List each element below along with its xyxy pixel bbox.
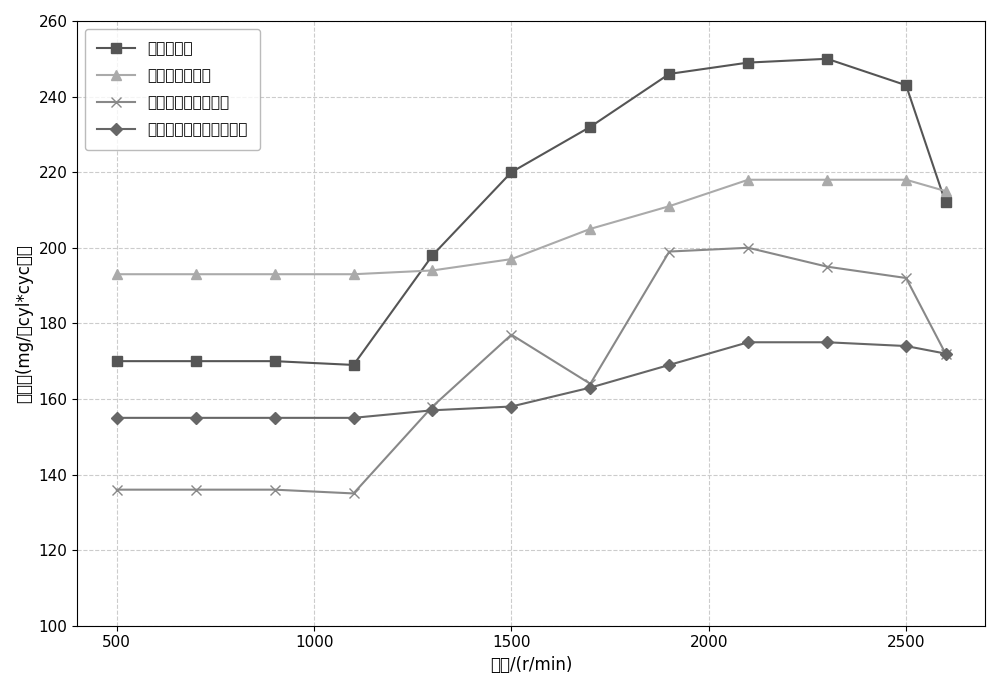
- 极限空燃比油量: [584, 225, 596, 233]
- 修正后的极限空燃比油量: [505, 402, 517, 411]
- 极限空燃比油量: [269, 270, 281, 278]
- 修正后的极限空燃比油量: [426, 406, 438, 414]
- 外特性油量: [190, 357, 202, 365]
- 修正后的极限空燃比油量: [584, 384, 596, 392]
- 修正后的外特性油量: [190, 486, 202, 494]
- 极限空燃比油量: [426, 267, 438, 275]
- 外特性油量: [742, 59, 754, 67]
- 修正后的外特性油量: [269, 486, 281, 494]
- 修正后的外特性油量: [505, 331, 517, 339]
- 外特性油量: [111, 357, 123, 365]
- 外特性油量: [821, 54, 833, 63]
- 修正后的外特性油量: [821, 263, 833, 271]
- Legend: 外特性油量, 极限空燃比油量, 修正后的外特性油量, 修正后的极限空燃比油量: 外特性油量, 极限空燃比油量, 修正后的外特性油量, 修正后的极限空燃比油量: [85, 29, 260, 150]
- 修正后的外特性油量: [900, 274, 912, 282]
- 极限空燃比油量: [663, 202, 675, 210]
- 极限空燃比油量: [111, 270, 123, 278]
- 修正后的极限空燃比油量: [111, 413, 123, 422]
- 修正后的极限空燃比油量: [821, 338, 833, 347]
- 极限空燃比油量: [190, 270, 202, 278]
- 极限空燃比油量: [900, 176, 912, 184]
- 外特性油量: [663, 70, 675, 78]
- 修正后的外特性油量: [663, 247, 675, 256]
- Line: 修正后的极限空燃比油量: 修正后的极限空燃比油量: [113, 338, 950, 422]
- 修正后的外特性油量: [426, 402, 438, 411]
- 修正后的外特性油量: [111, 486, 123, 494]
- 极限空燃比油量: [940, 187, 952, 195]
- 修正后的外特性油量: [742, 244, 754, 252]
- 极限空燃比油量: [742, 176, 754, 184]
- 外特性油量: [584, 123, 596, 131]
- 修正后的极限空燃比油量: [900, 342, 912, 350]
- 修正后的极限空燃比油量: [663, 361, 675, 369]
- Y-axis label: 油量／(mg/（cyl*cyc））: 油量／(mg/（cyl*cyc））: [15, 244, 33, 403]
- 极限空燃比油量: [348, 270, 360, 278]
- 修正后的极限空燃比油量: [190, 413, 202, 422]
- 外特性油量: [426, 251, 438, 260]
- 极限空燃比油量: [505, 255, 517, 263]
- 外特性油量: [269, 357, 281, 365]
- 修正后的外特性油量: [348, 489, 360, 497]
- 外特性油量: [505, 168, 517, 176]
- Line: 外特性油量: 外特性油量: [112, 54, 950, 370]
- 外特性油量: [348, 361, 360, 369]
- 修正后的极限空燃比油量: [348, 413, 360, 422]
- 修正后的极限空燃比油量: [940, 349, 952, 358]
- 外特性油量: [940, 198, 952, 207]
- Line: 修正后的外特性油量: 修正后的外特性油量: [112, 243, 950, 498]
- 极限空燃比油量: [821, 176, 833, 184]
- 外特性油量: [900, 81, 912, 90]
- 修正后的外特性油量: [584, 380, 596, 388]
- Line: 极限空燃比油量: 极限空燃比油量: [112, 175, 950, 279]
- 修正后的外特性油量: [940, 349, 952, 358]
- X-axis label: 转速/(r/min): 转速/(r/min): [490, 656, 572, 674]
- 修正后的极限空燃比油量: [269, 413, 281, 422]
- 修正后的极限空燃比油量: [742, 338, 754, 347]
